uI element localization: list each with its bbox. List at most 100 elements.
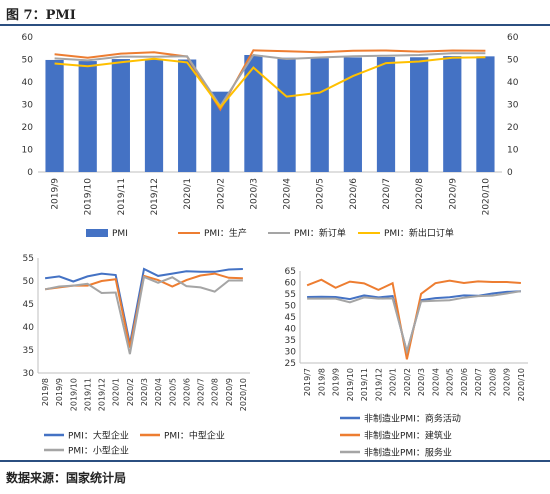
chart1-bar: [144, 59, 164, 172]
chart2-series-line: [44, 275, 243, 355]
chart2-series-line: [44, 267, 243, 345]
chart3-y-tick-label: 45: [285, 313, 296, 323]
chart3-x-tick-label: 2019/9: [332, 368, 341, 396]
chart1-bar: [376, 57, 396, 172]
chart1-x-tick-label: 2020/10: [481, 178, 491, 216]
chart2-legend-label: PMI：中型企业: [164, 430, 225, 442]
chart1-x-tick-label: 2020/4: [283, 178, 293, 210]
chart1-x-tick-label: 2020/2: [216, 178, 226, 210]
chart1-x-tick-label: 2020/9: [448, 178, 458, 210]
chart3-x-tick-label: 2020/3: [417, 368, 426, 396]
chart1-legend-label: PMI：生产: [204, 227, 247, 239]
chart3-x-tick-label: 2020/4: [431, 368, 440, 396]
chart1-bar: [78, 61, 97, 173]
chart1-bar: [211, 91, 230, 172]
source-note: 数据来源：国家统计局: [6, 471, 127, 485]
chart2-y-tick-label: 30: [23, 369, 35, 379]
chart1-x-tick-label: 2020/3: [249, 178, 259, 210]
chart1-bar: [244, 55, 263, 172]
chart3-y-tick-label: 60: [285, 279, 297, 289]
chart1-bar: [410, 57, 429, 172]
chart2-legend-label: PMI：小型企业: [68, 445, 129, 457]
chart3-x-tick-label: 2019/10: [346, 368, 355, 401]
chart3-y-tick-label: 55: [285, 290, 296, 300]
chart3-series-line: [307, 290, 522, 356]
chart1-y-right-tick-label: 30: [507, 101, 519, 111]
chart1-bar: [310, 58, 329, 172]
chart1-y-tick-label: 0: [27, 168, 33, 178]
chart2-y-tick-label: 45: [23, 300, 34, 310]
chart3-y-tick-label: 35: [285, 336, 296, 346]
chart3-x-tick-label: 2020/5: [446, 368, 455, 396]
chart3-y-tick-label: 65: [285, 267, 296, 277]
chart1-x-tick-label: 2020/6: [349, 178, 359, 210]
chart2-legend-label: PMI：大型企业: [68, 430, 129, 442]
source-rule: [0, 460, 550, 462]
chart1-y-right-tick-label: 50: [507, 56, 519, 66]
chart1-x-tick-label: 2019/10: [84, 178, 94, 216]
chart2-x-tick-label: 2020/9: [225, 378, 234, 406]
chart3-x-tick-label: 2020/2: [403, 368, 412, 396]
chart1-bar: [277, 57, 296, 173]
chart2-x-tick-label: 2020/2: [126, 378, 135, 406]
chart3-series-line: [306, 278, 521, 360]
chart1-x-tick-label: 2019/12: [150, 178, 160, 215]
chart2-x-tick-label: 2020/3: [140, 378, 149, 406]
chart1-y-right-tick-label: 10: [507, 146, 519, 156]
chart2-x-tick-label: 2020/5: [168, 378, 177, 406]
chart3-x-tick-label: 2020/9: [503, 368, 512, 396]
chart1-legend-label: PMI：新订单: [294, 227, 346, 239]
chart2-x-tick-label: 2020/1: [112, 378, 121, 406]
chart1-y-tick-label: 30: [22, 101, 34, 111]
chart1-x-tick-label: 2019/11: [117, 178, 127, 215]
chart1-bar: [178, 59, 197, 172]
chart3-legend-label: 非制造业PMI：服务业: [364, 447, 452, 459]
chart1-y-tick-label: 20: [22, 123, 34, 133]
chart1-bar: [45, 59, 64, 173]
chart3-y-tick-label: 50: [285, 302, 297, 312]
chart1-series-line: [54, 52, 486, 108]
chart3-x-tick-label: 2020/8: [488, 368, 497, 396]
chart2-y-tick-label: 35: [23, 346, 34, 356]
chart3-legend-label: 非制造业PMI：商务活动: [364, 413, 461, 425]
chart1-y-tick-label: 50: [22, 56, 34, 66]
chart1-y-right-tick-label: 40: [507, 78, 519, 88]
chart1-y-right-tick-label: 20: [507, 123, 519, 133]
chart1-bar: [476, 56, 495, 172]
chart1-bar: [343, 57, 362, 172]
chart3-x-tick-label: 2020/1: [389, 368, 398, 396]
chart3-legend-label: 非制造业PMI：建筑业: [364, 430, 452, 442]
chart1-y-tick-label: 10: [22, 146, 34, 156]
chart2-x-tick-label: 2019/11: [83, 378, 92, 411]
chart1-legend-label: PMI: [112, 229, 128, 239]
chart1-series-line: [54, 49, 486, 112]
chart3-x-tick-label: 2020/7: [474, 368, 483, 396]
figure-title: 图 7：PMI: [6, 8, 76, 23]
chart1-x-tick-label: 2020/8: [415, 178, 425, 210]
chart3-x-tick-label: 2019/11: [360, 368, 369, 401]
chart1-bar: [443, 56, 462, 172]
chart3-y-tick-label: 30: [285, 348, 297, 358]
chart3-x-tick-label: 2020/6: [460, 368, 469, 396]
chart3-y-tick-label: 40: [285, 325, 297, 335]
chart2-y-tick-label: 55: [23, 254, 34, 264]
chart2-x-tick-label: 2020/6: [182, 378, 191, 406]
chart2-y-tick-label: 50: [23, 277, 35, 287]
chart1-legend-label: PMI：新出口订单: [384, 227, 454, 239]
chart3-x-tick-label: 2020/10: [517, 368, 526, 401]
chart1-y-right-tick-label: 0: [507, 168, 513, 178]
chart3-x-tick-label: 2019/7: [303, 368, 312, 396]
chart1-x-tick-label: 2020/5: [316, 178, 326, 210]
chart2-x-tick-label: 2019/8: [41, 378, 50, 406]
chart3-x-tick-label: 2019/8: [317, 368, 326, 396]
chart1-y-tick-label: 40: [22, 78, 34, 88]
chart2-x-tick-label: 2020/7: [197, 378, 206, 406]
chart2-x-tick-label: 2020/4: [154, 378, 163, 406]
chart1-series-line: [54, 56, 486, 110]
chart2-y-tick-label: 40: [23, 323, 35, 333]
chart1-y-tick-label: 60: [22, 33, 34, 43]
chart1-y-right-tick-label: 60: [507, 33, 519, 43]
chart3-x-tick-label: 2019/12: [374, 368, 383, 401]
chart1-bar: [111, 59, 130, 172]
